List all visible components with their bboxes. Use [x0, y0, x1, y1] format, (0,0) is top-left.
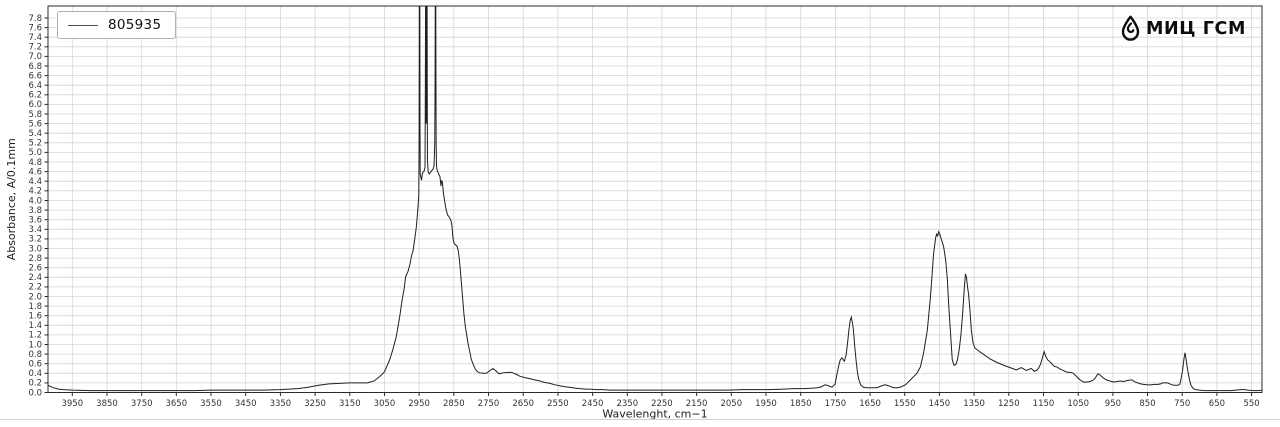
svg-text:2450: 2450: [582, 399, 604, 409]
svg-text:850: 850: [1139, 399, 1155, 409]
svg-text:7.0: 7.0: [28, 52, 42, 62]
svg-text:2150: 2150: [686, 399, 708, 409]
svg-text:1550: 1550: [894, 399, 916, 409]
svg-text:1.6: 1.6: [28, 312, 42, 322]
svg-text:3450: 3450: [235, 399, 257, 409]
svg-text:4.0: 4.0: [28, 196, 42, 206]
svg-text:0.2: 0.2: [28, 379, 42, 389]
svg-text:6.0: 6.0: [28, 100, 42, 110]
svg-text:1850: 1850: [790, 399, 812, 409]
svg-text:2850: 2850: [443, 399, 465, 409]
svg-text:0.4: 0.4: [28, 369, 42, 379]
svg-text:1450: 1450: [929, 399, 951, 409]
svg-text:2350: 2350: [616, 399, 638, 409]
svg-text:1.0: 1.0: [28, 340, 42, 350]
svg-text:2650: 2650: [512, 399, 534, 409]
svg-text:6.2: 6.2: [28, 91, 42, 101]
svg-text:1150: 1150: [1033, 399, 1055, 409]
legend: 805935: [57, 11, 177, 39]
svg-text:3850: 3850: [96, 399, 118, 409]
svg-text:5.2: 5.2: [28, 139, 42, 149]
svg-text:6.8: 6.8: [28, 62, 42, 72]
svg-text:2.4: 2.4: [28, 273, 42, 283]
svg-text:3.6: 3.6: [28, 216, 42, 226]
svg-text:3950: 3950: [61, 399, 83, 409]
svg-text:2950: 2950: [408, 399, 430, 409]
svg-text:4.8: 4.8: [28, 158, 42, 168]
svg-text:3.8: 3.8: [28, 206, 42, 216]
svg-text:2750: 2750: [478, 399, 500, 409]
svg-text:5.6: 5.6: [28, 119, 42, 129]
svg-text:1350: 1350: [963, 399, 985, 409]
svg-text:1.4: 1.4: [28, 321, 42, 331]
svg-text:3750: 3750: [131, 399, 153, 409]
svg-text:7.6: 7.6: [28, 23, 42, 33]
svg-text:3150: 3150: [339, 399, 361, 409]
svg-text:1750: 1750: [825, 399, 847, 409]
svg-text:3.4: 3.4: [28, 225, 42, 235]
svg-text:3.2: 3.2: [28, 235, 42, 245]
svg-text:2550: 2550: [547, 399, 569, 409]
plot-layers: 0.00.20.40.60.81.01.21.41.61.82.02.22.42…: [5, 5, 1263, 421]
series-label: 805935: [108, 17, 162, 33]
svg-text:4.2: 4.2: [28, 187, 42, 197]
svg-text:7.8: 7.8: [28, 14, 42, 24]
svg-text:2.2: 2.2: [28, 283, 42, 293]
droplet-icon: [1121, 15, 1140, 41]
svg-text:3050: 3050: [374, 399, 396, 409]
svg-text:0.8: 0.8: [28, 350, 42, 360]
svg-text:950: 950: [1105, 399, 1121, 409]
svg-text:0.0: 0.0: [28, 388, 42, 398]
svg-text:5.8: 5.8: [28, 110, 42, 120]
svg-text:0.6: 0.6: [28, 360, 42, 370]
svg-text:1050: 1050: [1067, 399, 1089, 409]
svg-text:4.4: 4.4: [28, 177, 42, 187]
svg-text:2.6: 2.6: [28, 264, 42, 274]
logo-text: МИЦ ГСМ: [1146, 18, 1246, 39]
svg-text:1.2: 1.2: [28, 331, 42, 341]
svg-text:7.2: 7.2: [28, 43, 42, 53]
svg-text:3.0: 3.0: [28, 244, 42, 254]
logo: МИЦ ГСМ: [1120, 15, 1246, 42]
svg-text:1950: 1950: [755, 399, 777, 409]
svg-text:6.6: 6.6: [28, 71, 42, 81]
svg-text:3250: 3250: [304, 399, 326, 409]
svg-text:650: 650: [1209, 399, 1225, 409]
svg-text:Absorbance, A/0.1mm: Absorbance, A/0.1mm: [5, 138, 18, 260]
svg-text:750: 750: [1174, 399, 1190, 409]
bottom-divider: [0, 419, 1280, 420]
svg-text:5.4: 5.4: [28, 129, 42, 139]
svg-text:5.0: 5.0: [28, 148, 42, 158]
svg-text:2.0: 2.0: [28, 292, 42, 302]
svg-text:1.8: 1.8: [28, 302, 42, 312]
svg-text:1250: 1250: [998, 399, 1020, 409]
svg-text:3650: 3650: [165, 399, 187, 409]
svg-text:550: 550: [1243, 399, 1259, 409]
svg-text:Wavelenght, cm−1: Wavelenght, cm−1: [602, 408, 707, 421]
svg-text:3350: 3350: [270, 399, 292, 409]
svg-text:7.4: 7.4: [28, 33, 42, 43]
svg-text:2.8: 2.8: [28, 254, 42, 264]
svg-text:2050: 2050: [720, 399, 742, 409]
svg-text:6.4: 6.4: [28, 81, 42, 91]
series-line-sample: [68, 24, 98, 26]
svg-text:4.6: 4.6: [28, 167, 42, 177]
svg-text:2250: 2250: [651, 399, 673, 409]
svg-text:1650: 1650: [859, 399, 881, 409]
svg-text:3550: 3550: [200, 399, 222, 409]
